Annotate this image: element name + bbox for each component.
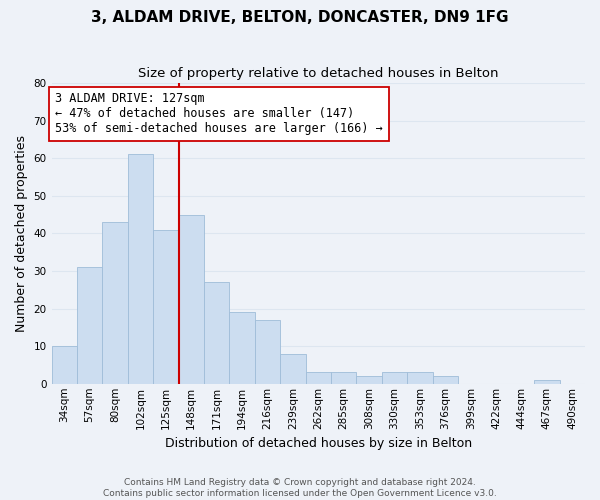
Bar xyxy=(52,346,77,384)
Text: Contains HM Land Registry data © Crown copyright and database right 2024.
Contai: Contains HM Land Registry data © Crown c… xyxy=(103,478,497,498)
Bar xyxy=(128,154,153,384)
Bar xyxy=(103,222,128,384)
Bar xyxy=(331,372,356,384)
Bar xyxy=(204,282,229,384)
X-axis label: Distribution of detached houses by size in Belton: Distribution of detached houses by size … xyxy=(165,437,472,450)
Title: Size of property relative to detached houses in Belton: Size of property relative to detached ho… xyxy=(138,68,499,80)
Text: 3, ALDAM DRIVE, BELTON, DONCASTER, DN9 1FG: 3, ALDAM DRIVE, BELTON, DONCASTER, DN9 1… xyxy=(91,10,509,25)
Text: 3 ALDAM DRIVE: 127sqm
← 47% of detached houses are smaller (147)
53% of semi-det: 3 ALDAM DRIVE: 127sqm ← 47% of detached … xyxy=(55,92,383,136)
Bar xyxy=(255,320,280,384)
Bar xyxy=(433,376,458,384)
Bar xyxy=(382,372,407,384)
Bar xyxy=(305,372,331,384)
Bar xyxy=(280,354,305,384)
Bar xyxy=(356,376,382,384)
Bar xyxy=(77,267,103,384)
Y-axis label: Number of detached properties: Number of detached properties xyxy=(15,135,28,332)
Bar xyxy=(534,380,560,384)
Bar xyxy=(153,230,179,384)
Bar xyxy=(229,312,255,384)
Bar xyxy=(179,214,204,384)
Bar xyxy=(407,372,433,384)
